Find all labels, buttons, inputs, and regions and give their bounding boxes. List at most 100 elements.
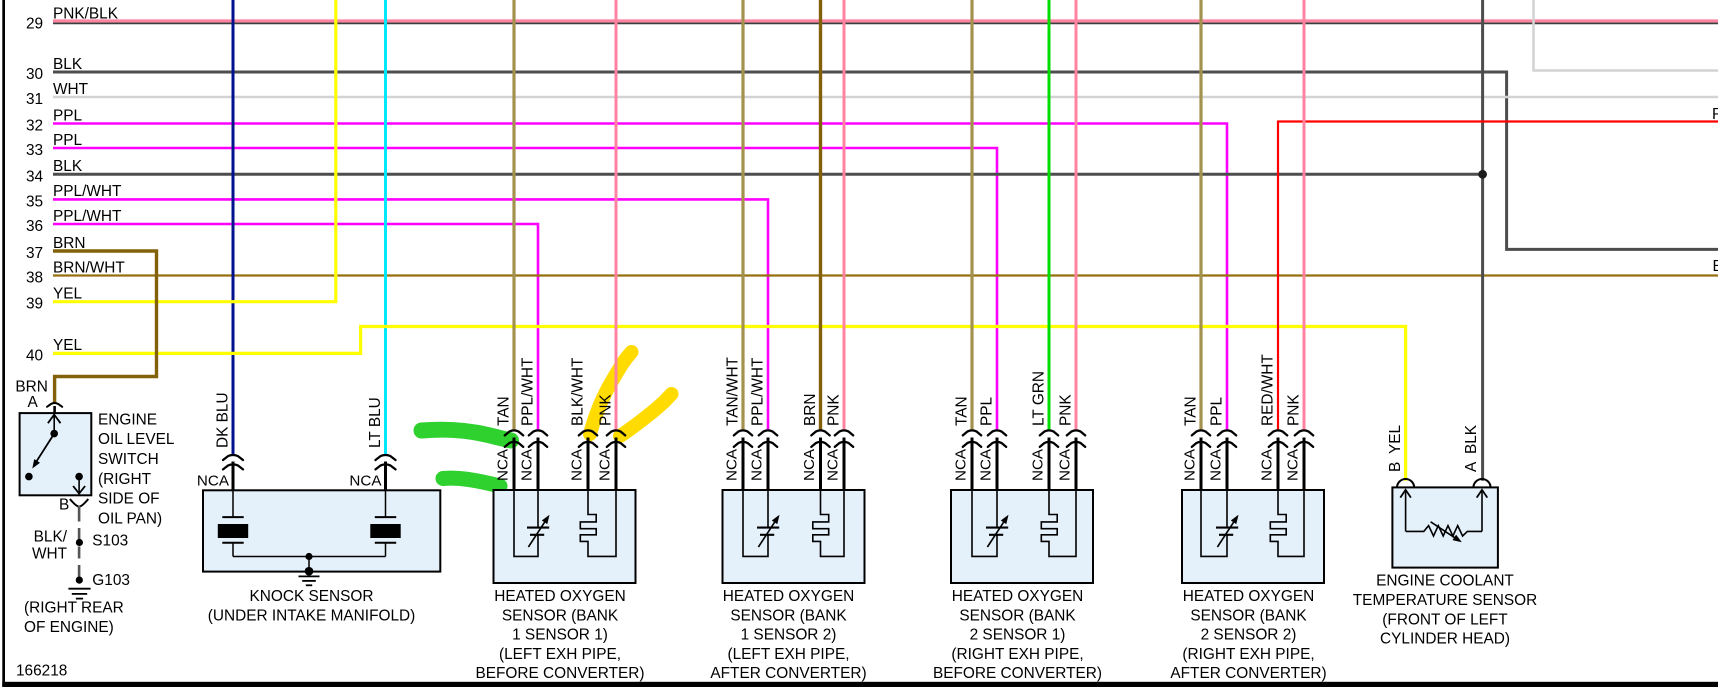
svg-text:NCA: NCA — [825, 448, 842, 481]
svg-text:SIDE OF: SIDE OF — [98, 491, 160, 508]
svg-text:NCA: NCA — [519, 448, 536, 481]
svg-text:(LEFT EXH PIPE,: (LEFT EXH PIPE, — [727, 646, 849, 663]
svg-text:NCA: NCA — [953, 448, 970, 481]
svg-text:R: R — [1712, 106, 1718, 123]
svg-text:NCA: NCA — [495, 448, 512, 481]
svg-text:PNK: PNK — [826, 394, 843, 426]
svg-text:2 SENSOR 2): 2 SENSOR 2) — [1201, 627, 1297, 644]
svg-text:TEMPERATURE SENSOR: TEMPERATURE SENSOR — [1353, 592, 1537, 609]
svg-text:NCA: NCA — [724, 448, 741, 481]
svg-text:166218: 166218 — [16, 663, 67, 680]
svg-text:(RIGHT REAR: (RIGHT REAR — [24, 599, 124, 616]
svg-text:OIL PAN): OIL PAN) — [98, 510, 162, 527]
svg-text:PNK/BLK: PNK/BLK — [53, 5, 119, 22]
svg-text:(UNDER INTAKE MANIFOLD): (UNDER INTAKE MANIFOLD) — [208, 607, 416, 624]
svg-text:(RIGHT: (RIGHT — [98, 471, 152, 488]
svg-text:39: 39 — [26, 296, 43, 313]
svg-text:NCA: NCA — [1208, 448, 1225, 481]
svg-text:A BLK: A BLK — [1463, 424, 1480, 472]
svg-text:ENGINE COOLANT: ENGINE COOLANT — [1376, 573, 1514, 590]
svg-text:NCA: NCA — [1030, 448, 1047, 481]
svg-text:NCA: NCA — [749, 448, 766, 481]
svg-text:B: B — [59, 497, 69, 514]
svg-text:33: 33 — [26, 142, 43, 159]
svg-text:NCA: NCA — [801, 448, 818, 481]
svg-text:BLK: BLK — [53, 158, 83, 175]
svg-text:NCA: NCA — [978, 448, 995, 481]
svg-text:29: 29 — [26, 16, 43, 33]
svg-text:BLK: BLK — [53, 56, 83, 73]
svg-text:WHT: WHT — [32, 546, 68, 563]
svg-text:BRN: BRN — [53, 235, 86, 252]
svg-text:HEATED OXYGEN: HEATED OXYGEN — [952, 588, 1083, 605]
svg-text:36: 36 — [26, 218, 43, 235]
svg-text:CYLINDER HEAD): CYLINDER HEAD) — [1380, 631, 1510, 648]
svg-text:NCA: NCA — [1259, 448, 1276, 481]
svg-text:B: B — [1713, 258, 1718, 275]
svg-text:YEL: YEL — [53, 337, 83, 354]
svg-text:S103: S103 — [92, 532, 128, 549]
svg-text:BRN: BRN — [802, 394, 819, 427]
svg-text:35: 35 — [26, 193, 43, 210]
svg-text:BEFORE CONVERTER): BEFORE CONVERTER) — [933, 665, 1102, 682]
svg-text:PPL/WHT: PPL/WHT — [750, 357, 767, 426]
svg-text:ENGINE: ENGINE — [98, 411, 157, 428]
svg-text:SENSOR (BANK: SENSOR (BANK — [959, 607, 1076, 624]
svg-text:KNOCK SENSOR: KNOCK SENSOR — [249, 588, 373, 605]
svg-text:OIL LEVEL: OIL LEVEL — [98, 431, 175, 448]
svg-text:BRN/WHT: BRN/WHT — [53, 259, 125, 276]
svg-text:G103: G103 — [92, 572, 130, 589]
svg-text:WHT: WHT — [53, 81, 89, 98]
svg-text:30: 30 — [26, 66, 43, 83]
svg-text:2 SENSOR 1): 2 SENSOR 1) — [970, 627, 1066, 644]
svg-text:DK BLU: DK BLU — [215, 392, 232, 448]
svg-text:37: 37 — [26, 245, 43, 262]
svg-text:YEL: YEL — [53, 286, 83, 303]
svg-text:PNK: PNK — [1058, 394, 1075, 426]
svg-text:SENSOR (BANK: SENSOR (BANK — [730, 607, 847, 624]
svg-text:A: A — [28, 394, 39, 411]
svg-text:BRN: BRN — [15, 379, 48, 396]
svg-text:NCA: NCA — [569, 448, 586, 481]
svg-text:LT GRN: LT GRN — [1031, 371, 1048, 426]
svg-text:AFTER CONVERTER): AFTER CONVERTER) — [710, 665, 866, 682]
svg-text:PPL: PPL — [53, 132, 83, 149]
svg-text:38: 38 — [26, 270, 43, 287]
svg-text:BLK/WHT: BLK/WHT — [570, 357, 587, 426]
svg-text:NCA: NCA — [349, 473, 382, 490]
svg-text:PPL: PPL — [1209, 396, 1226, 426]
svg-text:1 SENSOR 2): 1 SENSOR 2) — [741, 627, 837, 644]
svg-text:NCA: NCA — [1182, 448, 1199, 481]
svg-text:PNK: PNK — [1286, 394, 1303, 426]
svg-text:31: 31 — [26, 91, 43, 108]
svg-text:34: 34 — [26, 168, 44, 185]
svg-text:PPL: PPL — [53, 107, 83, 124]
svg-text:TAN: TAN — [496, 396, 513, 426]
svg-text:PPL/WHT: PPL/WHT — [520, 357, 537, 426]
svg-text:BEFORE CONVERTER): BEFORE CONVERTER) — [475, 665, 644, 682]
svg-text:SENSOR (BANK: SENSOR (BANK — [502, 607, 619, 624]
svg-text:OF ENGINE): OF ENGINE) — [24, 619, 114, 636]
svg-text:BLK/: BLK/ — [34, 529, 68, 546]
svg-text:PPL/WHT: PPL/WHT — [53, 208, 122, 225]
svg-text:(LEFT EXH PIPE,: (LEFT EXH PIPE, — [499, 646, 621, 663]
svg-text:HEATED OXYGEN: HEATED OXYGEN — [1183, 588, 1314, 605]
svg-text:PPL/WHT: PPL/WHT — [53, 183, 122, 200]
svg-text:RED/WHT: RED/WHT — [1260, 354, 1277, 426]
svg-text:SENSOR (BANK: SENSOR (BANK — [1190, 607, 1307, 624]
svg-text:40: 40 — [26, 347, 43, 364]
svg-text:PPL: PPL — [979, 396, 996, 426]
svg-text:SWITCH: SWITCH — [98, 451, 159, 468]
svg-text:TAN: TAN — [954, 396, 971, 426]
svg-text:HEATED OXYGEN: HEATED OXYGEN — [723, 588, 854, 605]
svg-text:NCA: NCA — [1285, 448, 1302, 481]
svg-text:PNK: PNK — [598, 394, 615, 426]
svg-text:HEATED OXYGEN: HEATED OXYGEN — [494, 588, 625, 605]
svg-text:NCA: NCA — [1057, 448, 1074, 481]
svg-text:1 SENSOR 1): 1 SENSOR 1) — [512, 627, 608, 644]
svg-text:32: 32 — [26, 118, 43, 135]
svg-text:TAN/WHT: TAN/WHT — [725, 356, 742, 426]
svg-text:AFTER CONVERTER): AFTER CONVERTER) — [1170, 665, 1326, 682]
svg-text:B YEL: B YEL — [1387, 425, 1404, 472]
svg-text:TAN: TAN — [1183, 396, 1200, 426]
